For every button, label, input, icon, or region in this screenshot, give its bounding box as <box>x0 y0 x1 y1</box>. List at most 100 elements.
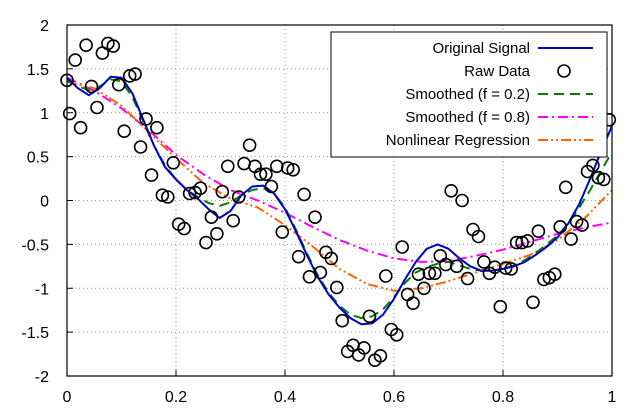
data-point <box>275 225 290 239</box>
data-point <box>84 79 99 94</box>
data-point <box>161 190 175 204</box>
data-point <box>128 67 142 81</box>
data-point <box>253 167 268 181</box>
legend-label-smoothed-f-0-2: Smoothed (f = 0.2) <box>405 86 530 103</box>
y-tick-label: 0.5 <box>27 150 49 167</box>
data-point <box>329 280 344 295</box>
series-line-nonlinear-regression <box>67 81 612 292</box>
data-point <box>428 266 442 281</box>
data-point <box>221 159 235 174</box>
legend-label-raw-data: Raw Data <box>464 63 531 80</box>
data-point <box>297 187 311 202</box>
data-point <box>182 186 197 201</box>
data-point <box>504 262 519 276</box>
data-point <box>112 77 126 92</box>
data-point <box>90 100 104 115</box>
data-point <box>487 260 502 275</box>
data-point <box>68 53 82 67</box>
data-point <box>166 156 181 170</box>
data-point <box>596 172 611 187</box>
data-point <box>237 156 251 171</box>
data-point <box>471 229 486 244</box>
data-point <box>498 261 513 275</box>
data-point <box>444 184 459 198</box>
data-point <box>117 124 131 138</box>
data-point <box>150 120 164 135</box>
data-point <box>177 221 191 236</box>
series-layer <box>67 75 612 326</box>
data-point <box>586 158 600 173</box>
data-point <box>509 235 524 250</box>
data-point <box>411 267 426 282</box>
data-point <box>362 309 377 324</box>
data-point <box>280 161 295 175</box>
data-point <box>395 240 410 254</box>
data-point <box>477 255 491 269</box>
y-tick-label: 1.5 <box>27 62 49 79</box>
data-point <box>199 235 213 250</box>
data-point <box>313 265 328 280</box>
data-point <box>144 168 159 182</box>
legend-marker-raw-data <box>557 64 571 78</box>
data-point <box>210 227 224 241</box>
data-point <box>269 159 284 174</box>
data-point <box>422 266 437 281</box>
legend-label-original-signal: Original Signal <box>432 40 530 57</box>
data-point <box>547 267 562 282</box>
data-point <box>537 272 551 287</box>
data-point <box>373 348 388 363</box>
data-point <box>438 257 453 272</box>
y-tick-label: -0.5 <box>21 237 49 254</box>
x-tick-label: 0.4 <box>274 389 296 406</box>
data-point <box>335 313 350 328</box>
data-point <box>139 112 153 126</box>
data-point <box>515 235 529 250</box>
data-point <box>106 39 121 53</box>
data-point <box>417 281 431 296</box>
x-tick-label: 0.6 <box>383 389 405 406</box>
ticks: 0 0.2 0.4 0.6 0.8 1 -2 -1.5 -1 -0.5 0 0.5 1 1.5 2 <box>21 18 616 406</box>
series-line-smoothed-f-0-8 <box>67 76 612 263</box>
x-tick-label: 0 <box>63 389 72 406</box>
y-tick-label: 1 <box>40 106 49 123</box>
legend-label-nonlinear-regression: Nonlinear Regression <box>386 132 530 149</box>
data-point <box>493 299 508 314</box>
x-tick-label: 0.2 <box>165 389 187 406</box>
data-point <box>591 170 606 185</box>
data-point <box>122 69 137 83</box>
data-point <box>204 210 219 224</box>
data-point <box>264 179 279 194</box>
y-tick-label: -1 <box>35 281 49 298</box>
legend: Original Signal Raw Data Smoothed (f = 0.2… <box>330 31 608 158</box>
data-point <box>400 287 415 302</box>
data-point <box>526 295 540 310</box>
data-point <box>193 181 208 195</box>
legend-label-smoothed-f-0-8: Smoothed (f = 0.8) <box>405 109 530 126</box>
data-point <box>79 38 93 53</box>
series-line-original-signal <box>67 75 612 326</box>
data-point <box>155 188 170 202</box>
data-point <box>215 184 230 199</box>
y-tick-label: 2 <box>40 18 49 35</box>
data-point <box>226 213 240 228</box>
data-point <box>259 167 273 181</box>
data-point <box>389 327 404 342</box>
data-point <box>460 271 475 286</box>
data-point <box>286 163 301 177</box>
data-point <box>231 190 246 204</box>
data-point <box>73 120 88 135</box>
x-tick-label: 0.8 <box>492 389 514 406</box>
y-tick-label: -2 <box>35 369 49 386</box>
data-point <box>558 180 573 195</box>
data-point <box>520 234 535 248</box>
data-point <box>449 259 464 274</box>
data-point <box>242 138 257 152</box>
data-point <box>133 140 148 154</box>
data-point <box>62 106 77 121</box>
data-point <box>575 218 589 232</box>
data-point <box>553 220 568 234</box>
data-point <box>324 251 339 266</box>
data-point <box>378 269 393 283</box>
